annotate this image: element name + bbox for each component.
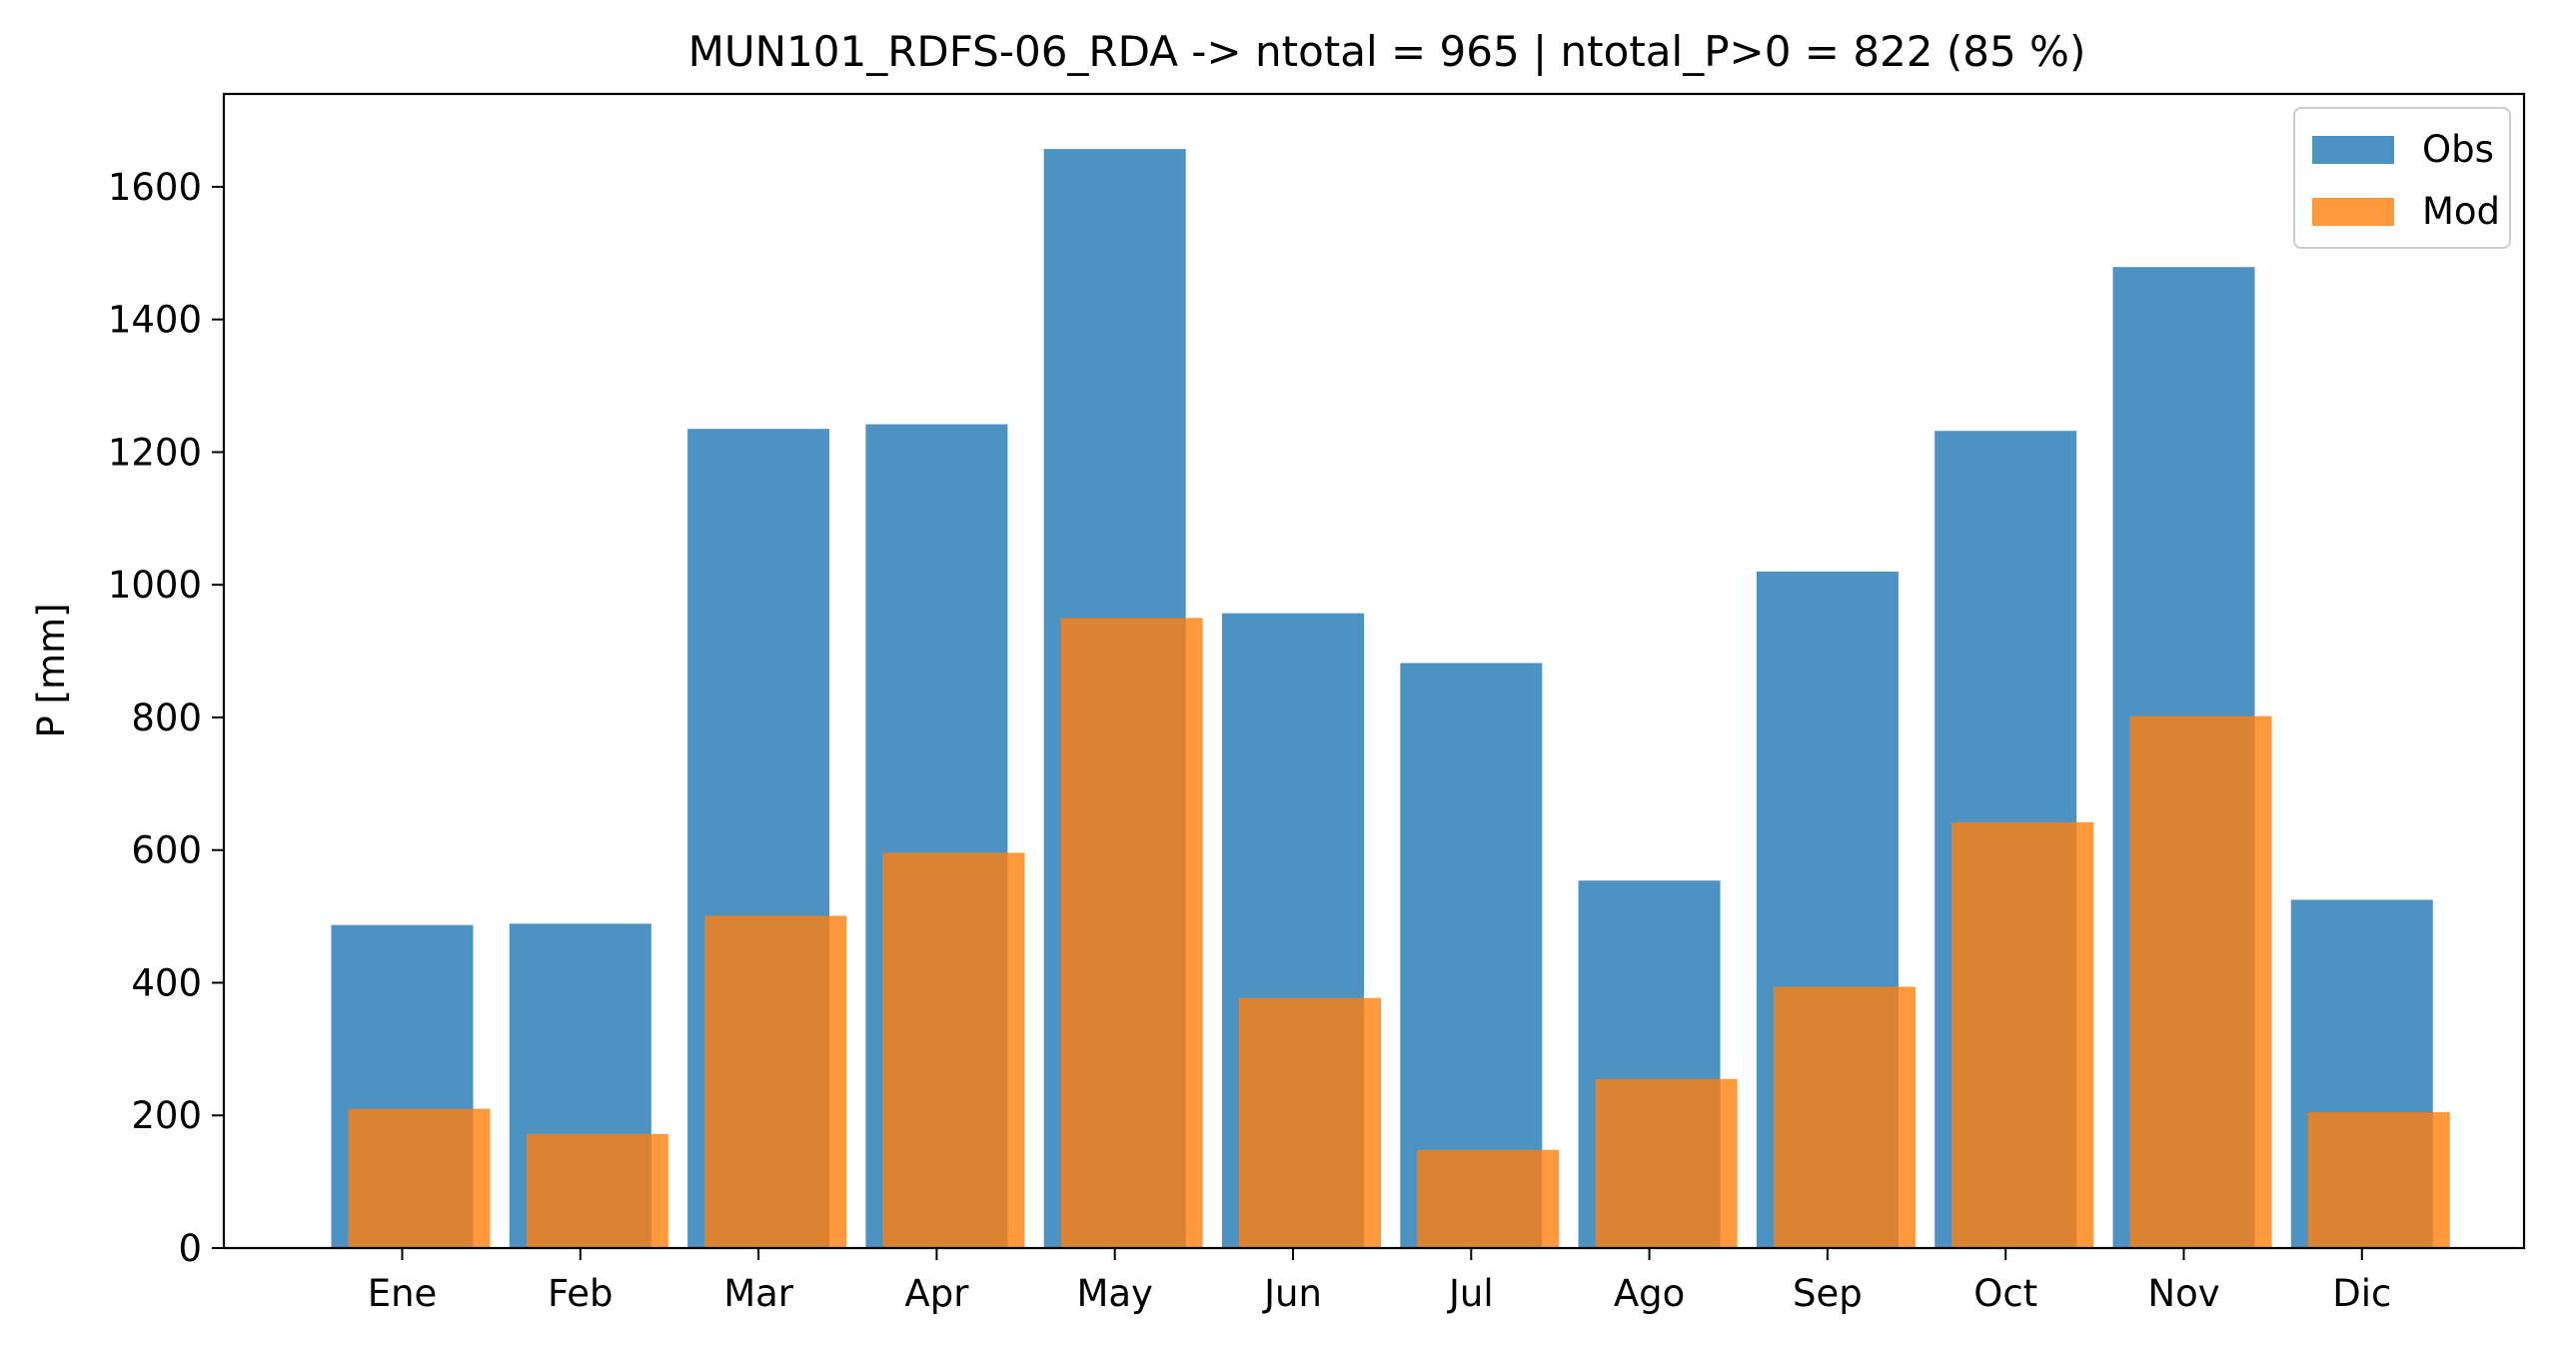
x-tick-label: Ago xyxy=(1614,1272,1685,1315)
bar-mod-oct xyxy=(1951,821,2094,1248)
x-tick-label: Nov xyxy=(2147,1272,2219,1315)
x-tick-label: Oct xyxy=(1973,1272,2037,1315)
legend-swatch-obs xyxy=(2312,136,2394,164)
y-tick-label: 800 xyxy=(131,696,202,739)
bar-mod-feb xyxy=(526,1133,668,1248)
y-tick-label: 1200 xyxy=(108,431,202,474)
bar-mod-nov xyxy=(2129,715,2272,1248)
y-tick-label: 600 xyxy=(131,829,202,872)
y-axis: 0 200 400 600 800 1000 1200 1400 1600 xyxy=(108,166,224,1270)
chart-title: MUN101_RDFS-06_RDA -> ntotal = 965 | nto… xyxy=(688,27,2086,76)
y-tick-label: 1400 xyxy=(108,299,202,342)
x-tick-label: Jul xyxy=(1447,1272,1494,1315)
x-tick-label: Ene xyxy=(368,1272,438,1315)
bar-mod-mar xyxy=(704,915,847,1248)
bar-mod-apr xyxy=(882,852,1025,1248)
legend: Obs Mod xyxy=(2293,107,2511,249)
x-tick-label: Jun xyxy=(1262,1272,1322,1315)
x-tick-label: Apr xyxy=(904,1272,969,1315)
plot-frame xyxy=(222,92,2526,1250)
y-tick-label: 400 xyxy=(131,961,202,1004)
bar-mod-dic xyxy=(2307,1111,2450,1248)
bar-mod-sep xyxy=(1773,986,1916,1248)
x-tick-label: Sep xyxy=(1793,1272,1863,1315)
legend-label-obs: Obs xyxy=(2422,128,2494,171)
x-tick-label: Dic xyxy=(2332,1272,2391,1315)
bar-mod-jul xyxy=(1417,1149,1560,1248)
y-tick-label: 1000 xyxy=(108,564,202,607)
bar-mod-ene xyxy=(348,1108,491,1248)
x-tick-label: Feb xyxy=(548,1272,614,1315)
x-tick-label: May xyxy=(1076,1272,1153,1315)
x-tick-label: Mar xyxy=(723,1272,794,1315)
legend-swatch-mod xyxy=(2312,198,2394,226)
bar-mod-may xyxy=(1060,618,1203,1248)
legend-label-mod: Mod xyxy=(2422,190,2500,233)
x-axis: Ene Feb Mar Apr May Jun Jul Ago Sep Oct Nov Dic xyxy=(368,1248,2391,1315)
y-tick-label: 1600 xyxy=(108,166,202,209)
bar-mod-jun xyxy=(1239,997,1381,1248)
bar-mod-ago xyxy=(1595,1078,1738,1248)
y-axis-label: P [mm] xyxy=(30,603,73,737)
y-tick-label: 0 xyxy=(178,1227,202,1270)
y-tick-label: 200 xyxy=(131,1094,202,1137)
bars-layer xyxy=(331,149,2450,1248)
